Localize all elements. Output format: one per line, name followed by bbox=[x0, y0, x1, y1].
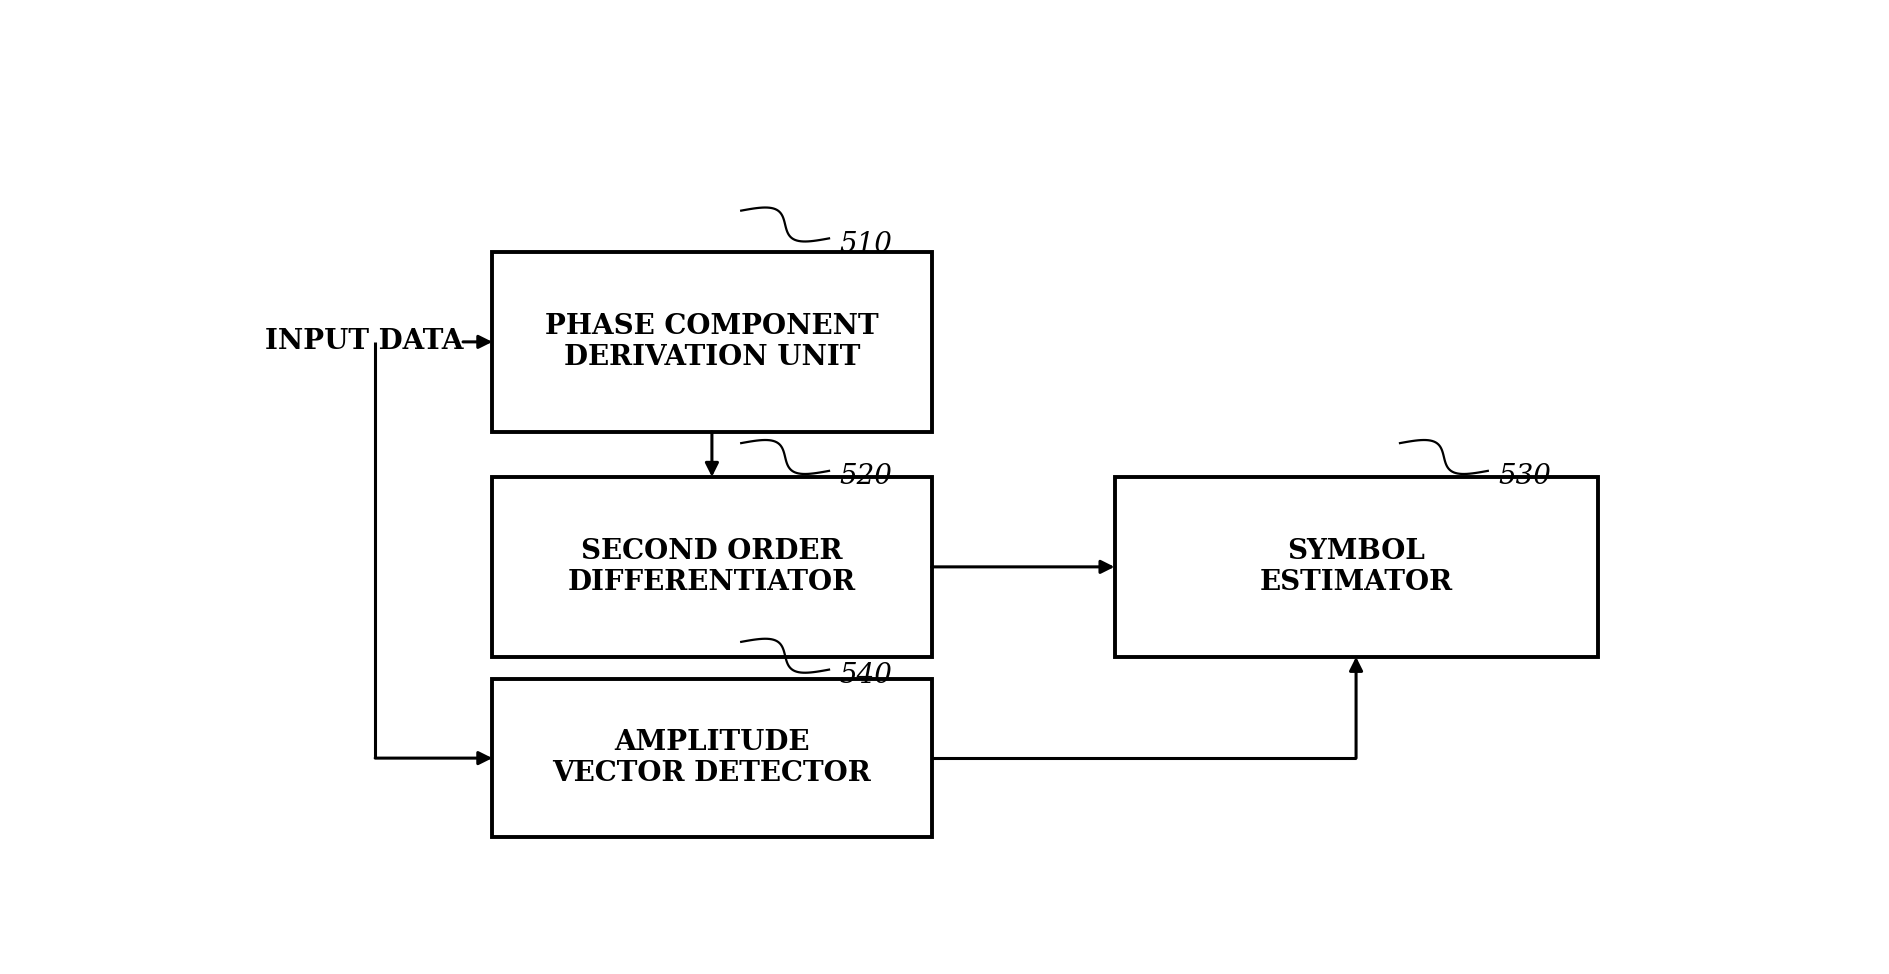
FancyBboxPatch shape bbox=[493, 252, 931, 431]
Text: SECOND ORDER
DIFFERENTIATOR: SECOND ORDER DIFFERENTIATOR bbox=[569, 538, 856, 596]
Text: AMPLITUDE
VECTOR DETECTOR: AMPLITUDE VECTOR DETECTOR bbox=[553, 729, 871, 787]
Text: 510: 510 bbox=[839, 231, 892, 258]
Text: 530: 530 bbox=[1498, 464, 1551, 490]
Text: 520: 520 bbox=[839, 464, 892, 490]
FancyBboxPatch shape bbox=[1115, 477, 1598, 656]
FancyBboxPatch shape bbox=[493, 477, 931, 656]
Text: 540: 540 bbox=[839, 662, 892, 690]
Text: SYMBOL
ESTIMATOR: SYMBOL ESTIMATOR bbox=[1260, 538, 1453, 596]
FancyBboxPatch shape bbox=[493, 680, 931, 837]
Text: INPUT DATA: INPUT DATA bbox=[264, 328, 465, 356]
Text: PHASE COMPONENT
DERIVATION UNIT: PHASE COMPONENT DERIVATION UNIT bbox=[546, 313, 878, 371]
